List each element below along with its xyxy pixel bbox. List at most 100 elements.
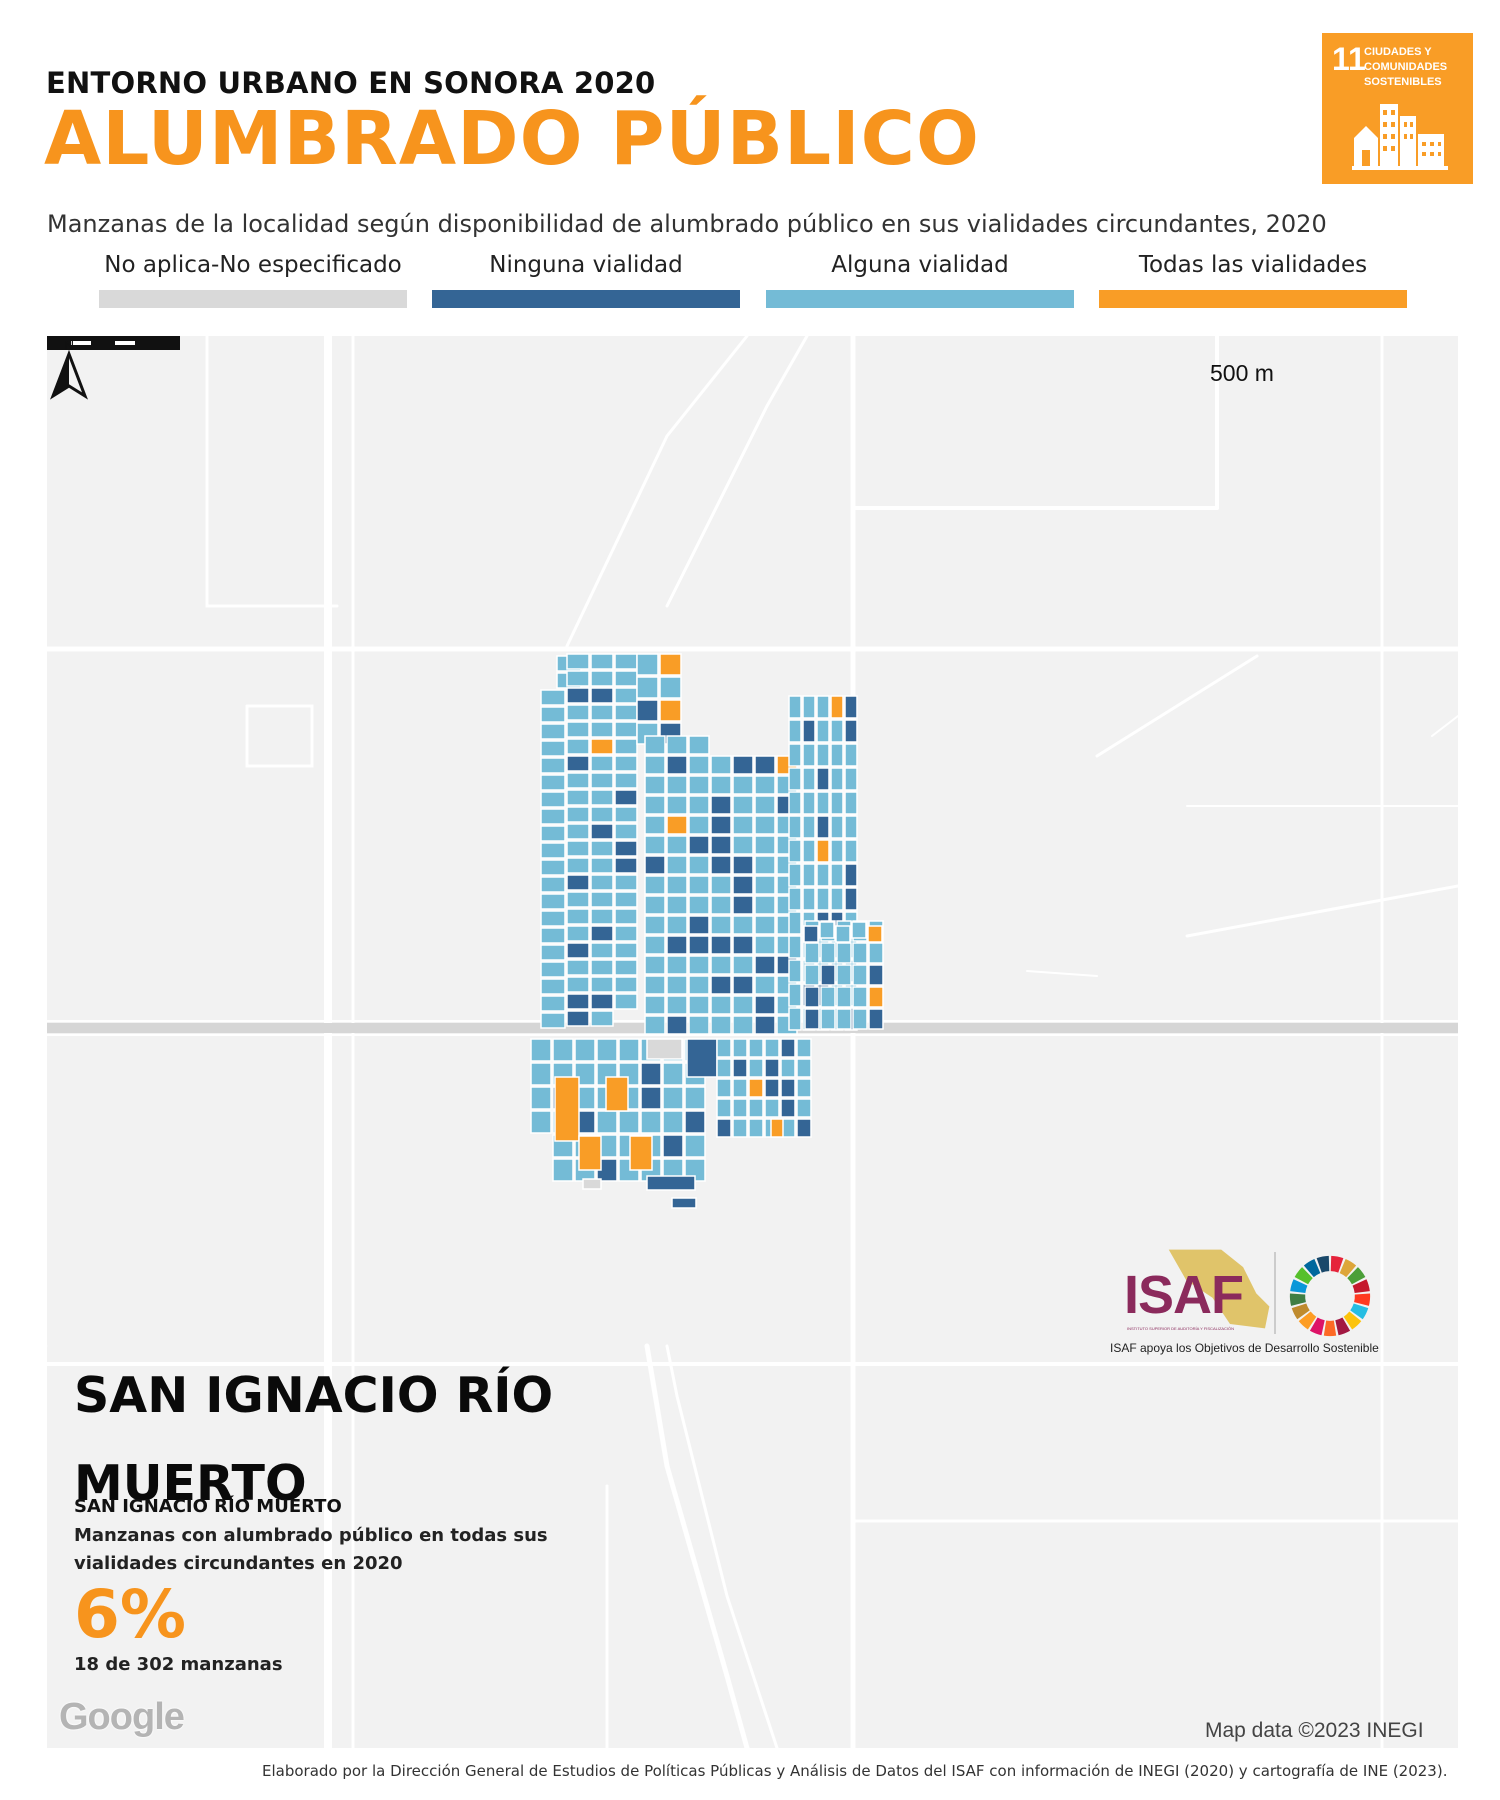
- city-block: [614, 755, 638, 772]
- city-block: [530, 1086, 552, 1110]
- city-block: [710, 975, 732, 995]
- city-block: [716, 1038, 732, 1058]
- sdg-wheel-segment: [1290, 1279, 1308, 1293]
- map-attribution: Map data ©2023 INEGI: [1205, 1719, 1424, 1742]
- city-block: [590, 772, 614, 789]
- city-block: [540, 876, 566, 893]
- city-block: [830, 863, 844, 887]
- city-block: [732, 1078, 748, 1098]
- city-block: [540, 825, 566, 842]
- city-block: [614, 823, 638, 840]
- blocks: [530, 653, 884, 1209]
- city-block: [748, 1098, 764, 1118]
- legend-label: No aplica-No especificado: [104, 252, 402, 278]
- city-block: [710, 815, 732, 835]
- city-block: [754, 955, 776, 975]
- city-block: [540, 842, 566, 859]
- city-block: [666, 935, 688, 955]
- city-block: [659, 653, 682, 676]
- page-title: ALUMBRADO PÚBLICO: [44, 96, 980, 182]
- city-block: [732, 1118, 748, 1138]
- city-block: [688, 975, 710, 995]
- city-block: [844, 839, 858, 863]
- city-block: [688, 955, 710, 975]
- city-block: [820, 986, 836, 1008]
- city-block: [802, 719, 816, 743]
- legend-item-ninguna: Ninguna vialidad: [432, 250, 740, 310]
- google-logo: Google: [59, 1696, 185, 1738]
- indicator-count: 18 de 302 manzanas: [74, 1654, 283, 1675]
- city-block: [552, 1038, 574, 1062]
- city-block: [852, 986, 868, 1008]
- city-block: [732, 855, 754, 875]
- indicator-description: Manzanas con alumbrado público en todas …: [74, 1525, 548, 1574]
- city-block: [770, 1118, 784, 1138]
- city-block: [688, 875, 710, 895]
- city-block: [710, 995, 732, 1015]
- city-block: [644, 995, 666, 1015]
- sdg-wheel-segment: [1354, 1293, 1371, 1306]
- city-block: [844, 791, 858, 815]
- legend-label: Todas las vialidades: [1138, 252, 1368, 278]
- city-block: [566, 823, 590, 840]
- city-block: [836, 986, 852, 1008]
- city-block: [590, 874, 614, 891]
- roads: [47, 336, 1458, 1748]
- city-block: [754, 875, 776, 895]
- sdg-wheel-segment: [1298, 1311, 1317, 1330]
- city-block: [566, 1010, 590, 1027]
- city-block: [688, 735, 710, 755]
- city-block: [614, 738, 638, 755]
- isaf-tagline: ISAF apoya los Objetivos de Desarrollo S…: [1110, 1341, 1379, 1355]
- city-block: [788, 863, 802, 887]
- sdg-wheel-segment: [1335, 1317, 1351, 1336]
- city-block: [754, 815, 776, 835]
- city-block: [732, 915, 754, 935]
- city-block: [802, 887, 816, 911]
- city-block: [590, 857, 614, 874]
- city-block: [666, 975, 688, 995]
- city-block: [614, 704, 638, 721]
- city-block: [804, 1008, 820, 1030]
- city-block: [684, 1086, 706, 1110]
- city-block: [662, 1134, 684, 1158]
- city-block: [666, 955, 688, 975]
- city-block: [754, 855, 776, 875]
- city-block: [566, 772, 590, 789]
- city-block: [868, 942, 884, 964]
- city-block: [764, 1098, 780, 1118]
- indicator-percentage: 6%: [74, 1576, 187, 1653]
- city-block: [590, 976, 614, 993]
- city-block: [710, 1015, 732, 1035]
- city-block: [614, 891, 638, 908]
- city-block: [644, 835, 666, 855]
- city-block: [614, 721, 638, 738]
- city-block: [710, 955, 732, 975]
- city-block: [788, 911, 802, 935]
- city-block: [802, 743, 816, 767]
- city-block: [764, 1058, 780, 1078]
- city-block: [644, 775, 666, 795]
- city-block: [590, 840, 614, 857]
- city-block: [748, 1058, 764, 1078]
- map-panel[interactable]: 500 m N SAN IGNACIO RÍO MUERTO SAN IGNAC…: [47, 336, 1458, 1748]
- city-block: [614, 687, 638, 704]
- city-block: [688, 775, 710, 795]
- city-block: [666, 995, 688, 1015]
- svg-text:N: N: [64, 337, 74, 353]
- city-block: [732, 835, 754, 855]
- city-block: [590, 942, 614, 959]
- city-block: [540, 808, 566, 825]
- city-block: [614, 806, 638, 823]
- city-block: [830, 839, 844, 863]
- city-block: [710, 835, 732, 855]
- city-block: [614, 942, 638, 959]
- city-block: [614, 857, 638, 874]
- city-block: [844, 743, 858, 767]
- city-block: [788, 743, 802, 767]
- city-block: [540, 961, 566, 978]
- city-block: [830, 815, 844, 839]
- city-block: [732, 955, 754, 975]
- city-block: [796, 1078, 812, 1098]
- city-block: [802, 839, 816, 863]
